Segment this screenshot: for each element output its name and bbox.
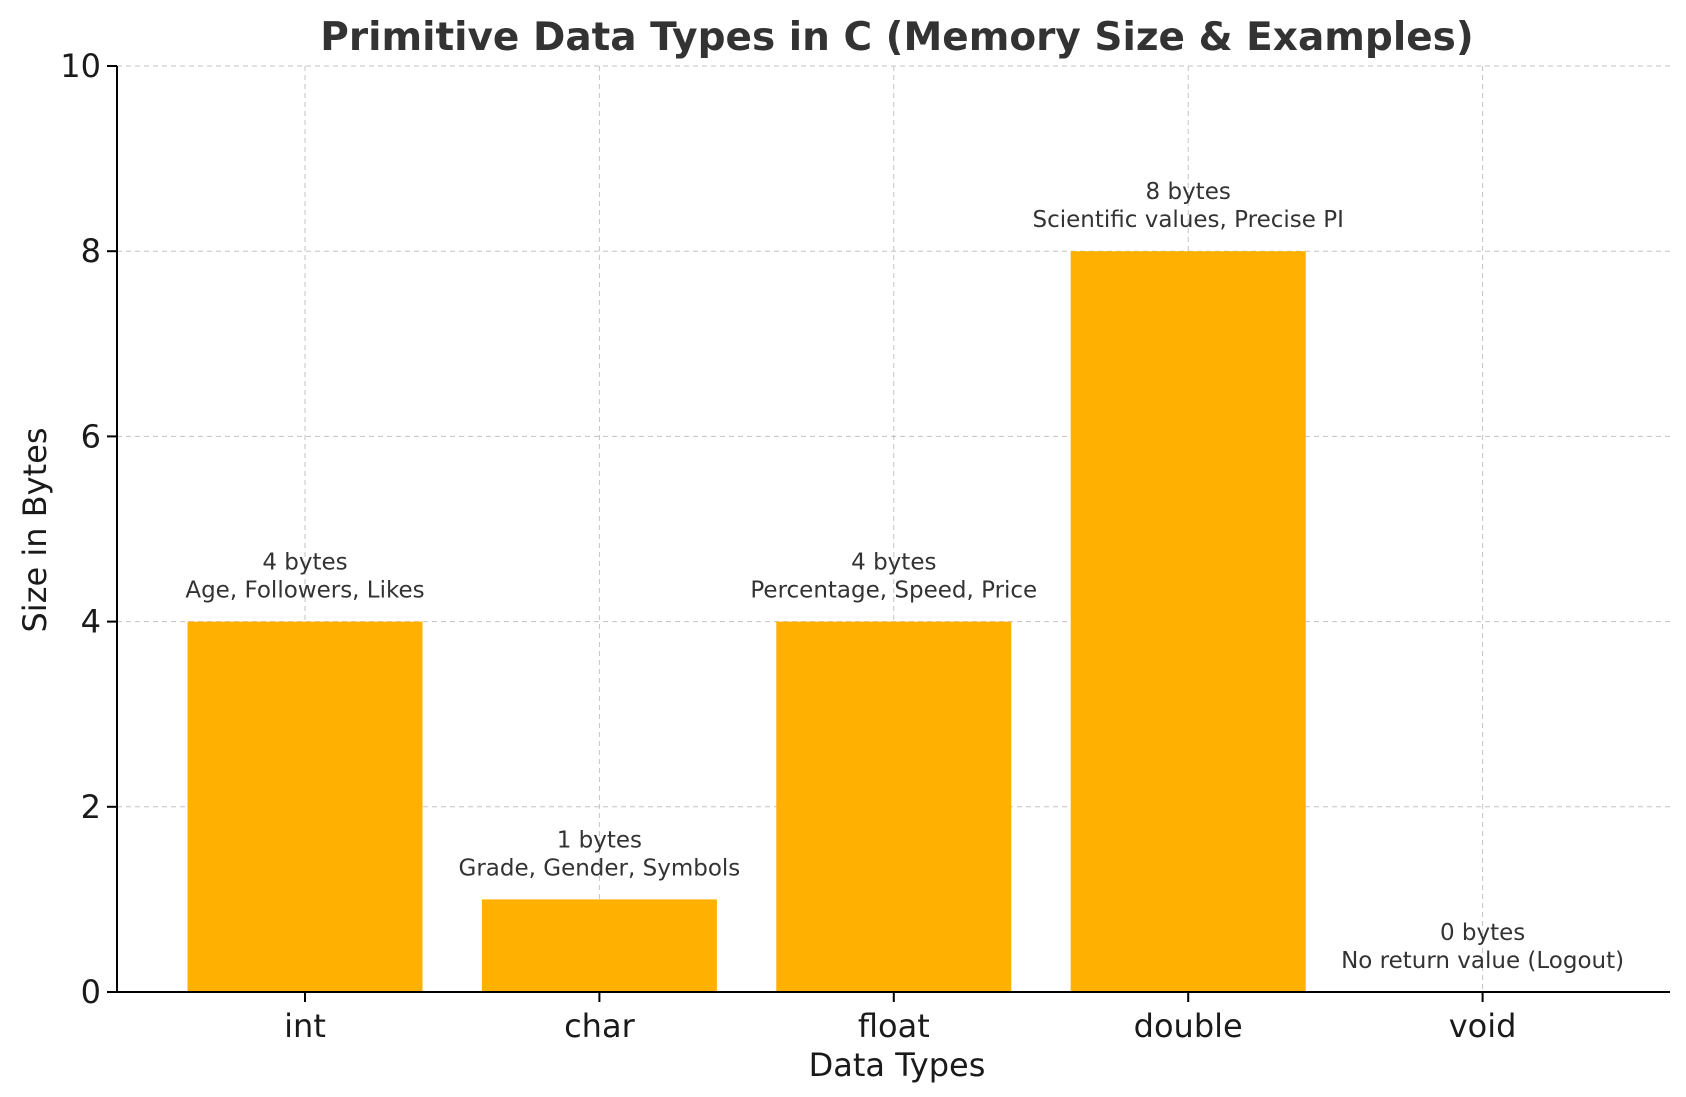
bar-examples-label: Scientific values, Precise PI	[1033, 207, 1344, 233]
x-tick-label: char	[564, 1007, 635, 1045]
bar-size-label: 4 bytes	[851, 550, 936, 576]
bar-size-label: 4 bytes	[262, 550, 347, 576]
y-tick-label: 4	[81, 603, 101, 641]
bar-examples-label: Percentage, Speed, Price	[750, 578, 1037, 604]
bar-size-label: 8 bytes	[1146, 179, 1231, 205]
chart-title: Primitive Data Types in C (Memory Size &…	[320, 15, 1473, 60]
bar-float	[776, 621, 1012, 992]
bar-size-label: 1 bytes	[557, 827, 642, 853]
y-tick-label: 2	[81, 788, 101, 826]
y-axis-title: Size in Bytes	[16, 428, 54, 633]
y-tick-label: 6	[81, 417, 101, 455]
axes	[107, 65, 1670, 1002]
x-tick-label: double	[1134, 1007, 1243, 1045]
y-tick-label: 10	[60, 47, 101, 85]
bar-examples-label: Age, Followers, Likes	[185, 578, 424, 604]
bar-double	[1070, 251, 1306, 992]
bar-examples-label: Grade, Gender, Symbols	[459, 855, 741, 881]
x-tick-label: float	[858, 1007, 930, 1045]
bar-size-label: 0 bytes	[1440, 920, 1525, 946]
bar-examples-label: No return value (Logout)	[1341, 948, 1624, 974]
y-tick-label: 8	[81, 232, 101, 270]
y-tick-label: 0	[81, 973, 101, 1011]
bars	[187, 251, 1306, 992]
x-tick-label: void	[1449, 1007, 1517, 1045]
x-axis-title: Data Types	[809, 1046, 986, 1084]
bar-char	[481, 899, 717, 992]
x-tick-label: int	[284, 1007, 326, 1045]
bar-int	[187, 621, 423, 992]
